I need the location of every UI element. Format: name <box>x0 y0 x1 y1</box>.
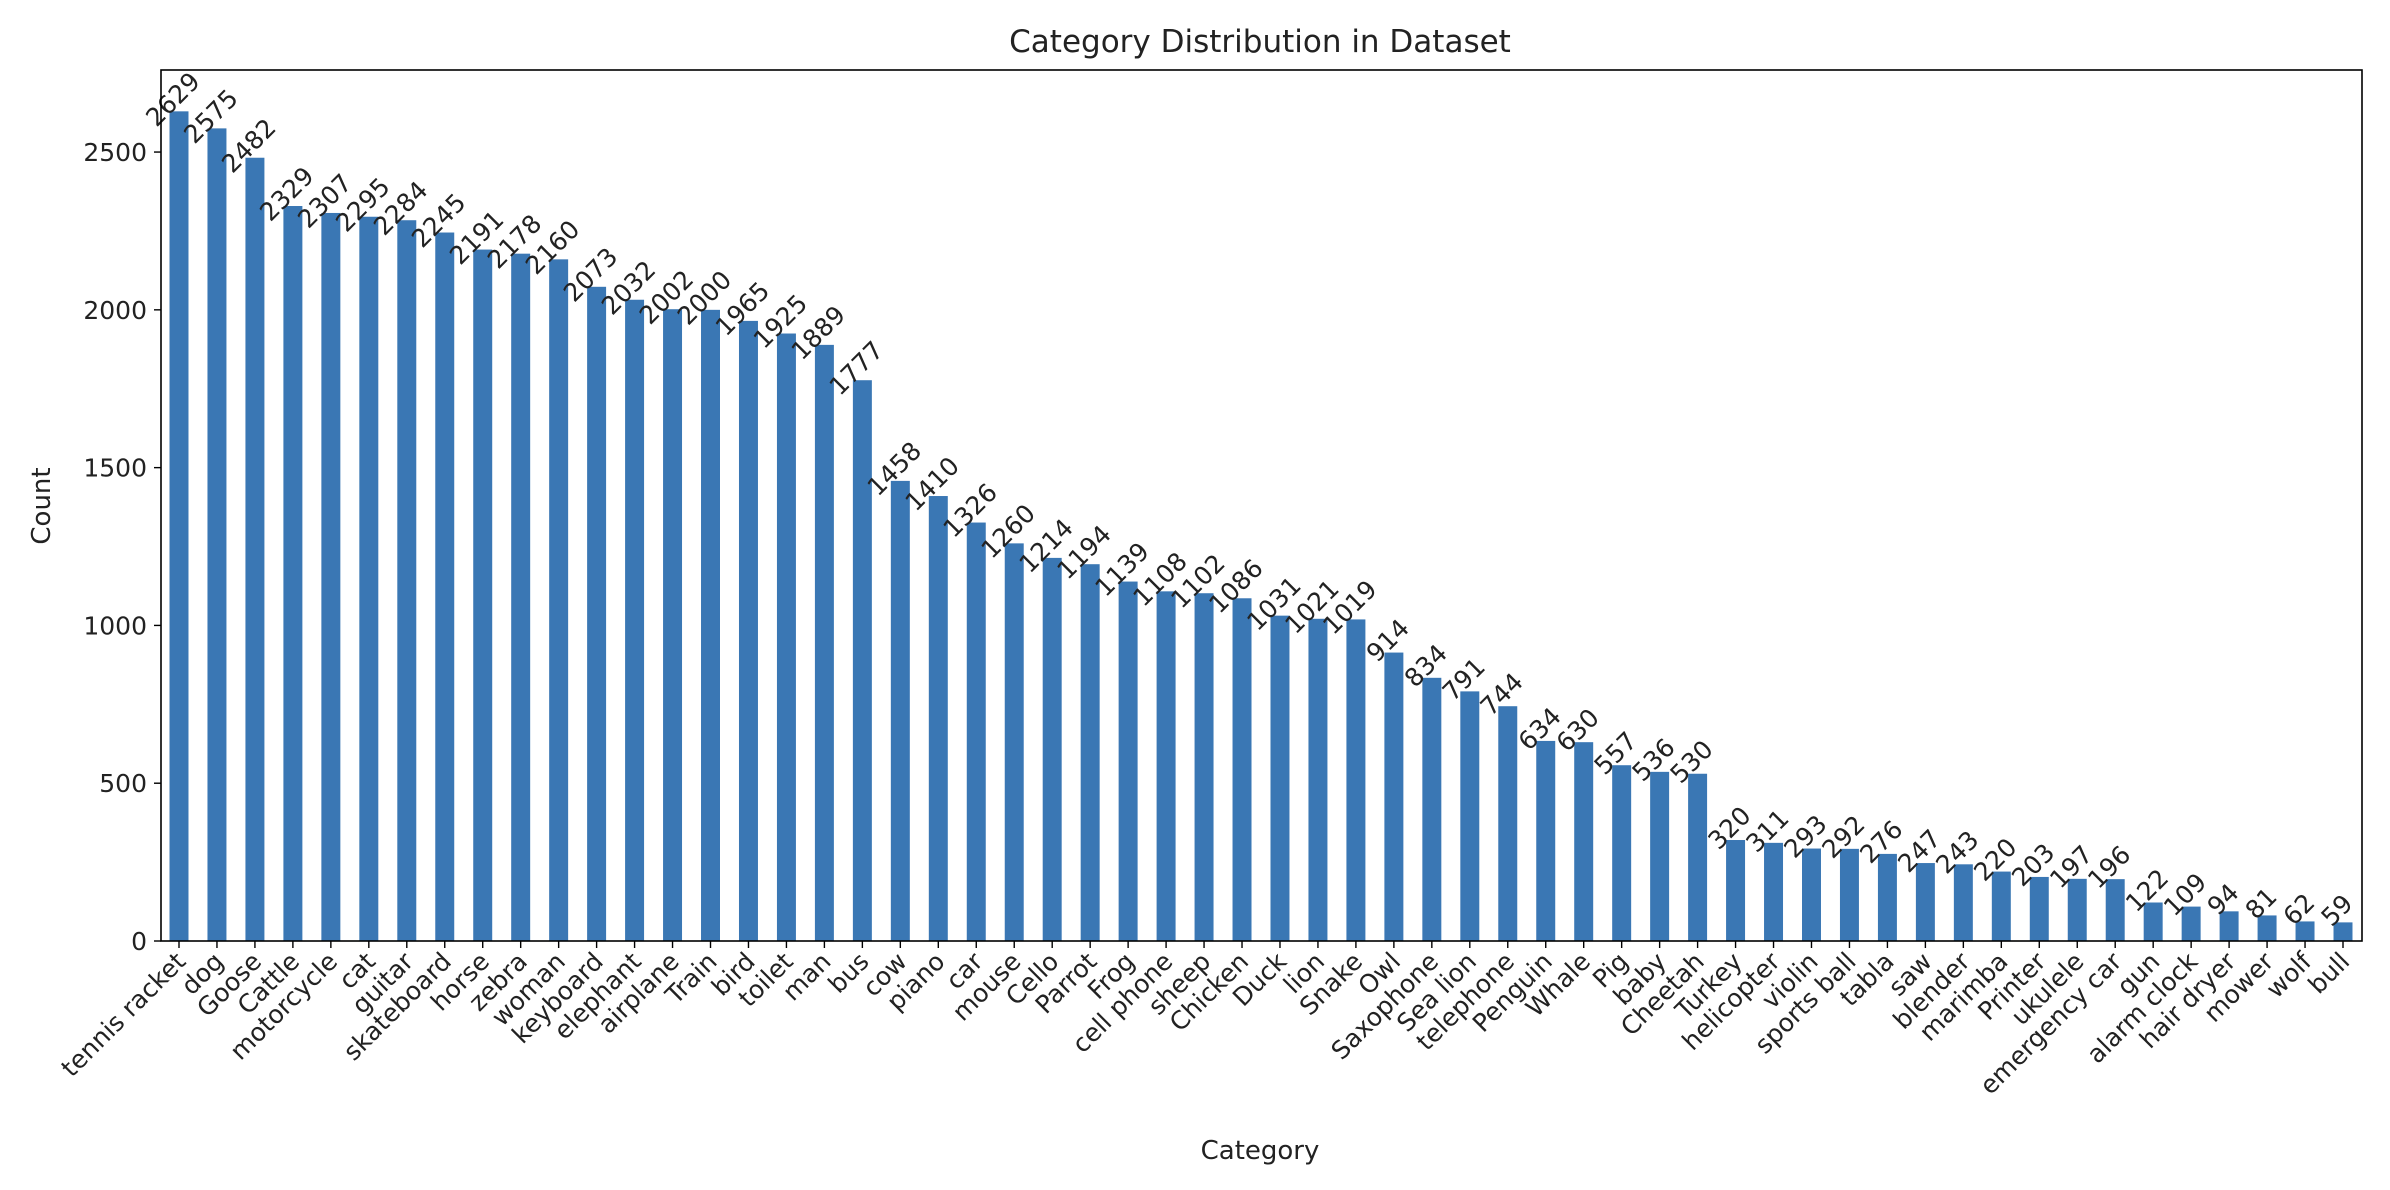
bar <box>587 286 607 941</box>
bar <box>1270 615 1290 941</box>
bar <box>776 333 796 941</box>
y-tick-label: 0 <box>131 927 147 956</box>
bar <box>1991 871 2011 941</box>
plot-frame <box>160 69 2363 942</box>
bar <box>1004 543 1024 941</box>
y-tick-label: 2000 <box>83 296 147 325</box>
bar <box>1802 848 1821 941</box>
bar <box>1536 740 1556 941</box>
bar <box>2257 915 2277 941</box>
bar <box>928 496 948 941</box>
bar <box>1877 853 1897 941</box>
bar <box>814 344 834 941</box>
bar <box>321 212 341 941</box>
bar <box>738 320 758 941</box>
bars-group <box>169 111 2353 942</box>
bar <box>1042 557 1062 941</box>
bar <box>2333 922 2353 941</box>
bar <box>1080 564 1100 941</box>
bar <box>1915 863 1935 941</box>
bar <box>1726 840 1746 941</box>
data-label: 530 <box>1664 735 1718 789</box>
chart-title: Category Distribution in Dataset <box>1009 24 1511 60</box>
bar <box>1612 765 1632 941</box>
bar <box>2219 911 2239 941</box>
bar <box>1650 771 1670 941</box>
data-label: 196 <box>2082 840 2136 894</box>
bar <box>1308 618 1328 941</box>
bar <box>1574 742 1594 941</box>
bar <box>2295 921 2315 941</box>
bar <box>2143 902 2163 941</box>
bar <box>245 157 265 942</box>
bar <box>511 253 531 942</box>
bar <box>397 220 417 942</box>
y-axis-label: Count <box>27 467 57 544</box>
bar <box>625 299 645 941</box>
y-tick-label: 2500 <box>83 138 147 167</box>
bar <box>1422 677 1442 941</box>
bar <box>2105 879 2125 941</box>
bar <box>283 206 303 941</box>
bar <box>169 111 189 942</box>
bar <box>2067 878 2087 941</box>
bar <box>701 309 720 942</box>
data-label: 914 <box>1361 613 1415 667</box>
bar <box>1156 591 1176 941</box>
bar <box>435 232 455 941</box>
y-tick-label: 500 <box>99 769 147 798</box>
data-label: 630 <box>1551 703 1605 757</box>
bar <box>2029 876 2049 941</box>
bar <box>1688 773 1708 941</box>
bar <box>663 309 683 942</box>
x-tick-label: bull <box>2302 947 2355 1000</box>
bar <box>1839 848 1859 941</box>
y-tick-label: 1500 <box>83 454 147 483</box>
bar <box>2181 906 2201 941</box>
bar <box>1384 652 1404 941</box>
data-label: 109 <box>2158 867 2212 921</box>
bar <box>1346 619 1366 941</box>
bar <box>207 128 227 941</box>
x-axis: tennis racketdogGooseCattlemotorcyclecat… <box>56 941 2355 1100</box>
bar <box>473 249 493 941</box>
bar <box>852 380 872 942</box>
bar <box>1118 581 1138 941</box>
bar <box>966 522 986 941</box>
bar <box>549 259 569 942</box>
bar <box>1232 598 1252 941</box>
x-tick-label: tennis racket <box>56 947 192 1083</box>
y-axis: 0 500 1000 1500 2000 2500 <box>83 138 161 956</box>
bar <box>1460 691 1480 941</box>
bar <box>359 216 379 942</box>
bar <box>1953 864 1973 941</box>
bar <box>1764 842 1784 941</box>
bar <box>1194 593 1214 941</box>
bar <box>1498 706 1518 941</box>
bar <box>890 480 910 941</box>
x-axis-label: Category <box>1201 1136 1320 1166</box>
y-tick-label: 1000 <box>83 611 147 640</box>
